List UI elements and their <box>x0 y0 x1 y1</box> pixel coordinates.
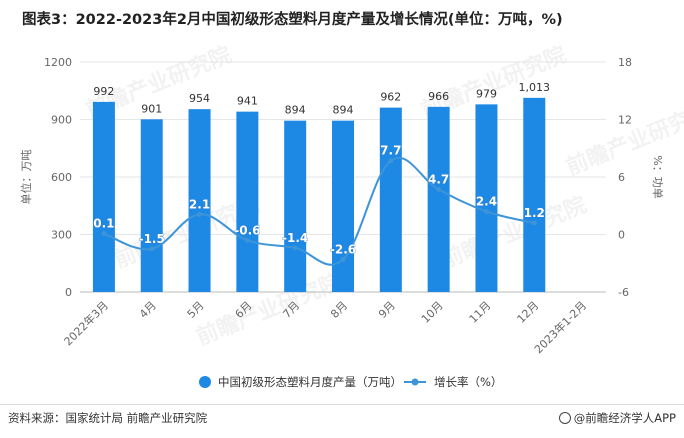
growth-rate-label: 2.1 <box>189 197 210 211</box>
x-tick-label: 5月 <box>185 299 207 321</box>
growth-rate-point <box>292 245 298 251</box>
bar-value-label: 941 <box>237 95 258 108</box>
source-note: 资料来源：国家统计局 前瞻产业研究院 <box>8 411 208 425</box>
y2-tick-label: 18 <box>618 56 632 69</box>
growth-rate-label: -2.6 <box>330 242 356 256</box>
growth-rate-label: 7.7 <box>380 144 401 158</box>
growth-rate-label: -1.5 <box>139 232 165 246</box>
growth-rate-point <box>340 256 346 262</box>
y-tick-label: 1200 <box>44 56 72 69</box>
x-tick-label: 12月 <box>515 299 542 326</box>
growth-rate-point <box>149 246 155 252</box>
legend-line-marker <box>411 378 419 386</box>
bar-value-label: 894 <box>333 104 354 117</box>
legend-bar-label: 中国初级形态塑料月度产量（万吨） <box>218 375 402 389</box>
x-tick-label: 4月 <box>137 299 159 321</box>
x-tick-label: 8月 <box>328 299 350 321</box>
y2-axis-title: %：功单 <box>651 155 664 198</box>
growth-rate-line <box>103 157 535 266</box>
bar <box>284 120 307 293</box>
bar-value-label: 962 <box>380 91 401 104</box>
chart-title: 图表3：2022-2023年2月中国初级形态塑料月度产量及增长情况(单位：万吨，… <box>22 12 563 28</box>
y2-tick-label: 6 <box>618 171 625 184</box>
bar <box>332 120 354 293</box>
x-tick-label: 9月 <box>376 299 398 321</box>
growth-rate-point <box>531 220 537 226</box>
x-tick-label: 2022年3月 <box>61 298 111 348</box>
y2-tick-label: 12 <box>618 114 632 127</box>
bar <box>475 104 498 292</box>
bar <box>188 109 211 293</box>
y-tick-label: 600 <box>51 171 72 184</box>
y2-tick-label: 0 <box>618 229 625 242</box>
bar-value-label: 901 <box>141 102 162 115</box>
growth-rate-point <box>483 209 489 214</box>
brand-credit: @前瞻经济学人APP <box>558 410 676 426</box>
bar <box>236 111 259 293</box>
bar <box>379 107 402 292</box>
bar-value-label: 966 <box>428 90 449 103</box>
watermark-text: 前瞻产业研究院 <box>193 269 346 351</box>
bar-value-label: 894 <box>285 104 306 117</box>
growth-rate-label: 2.4 <box>476 195 497 209</box>
growth-rate-label: -0.6 <box>234 223 260 237</box>
bar-value-label: 954 <box>189 92 210 105</box>
y-tick-label: 300 <box>51 229 72 242</box>
growth-rate-point <box>197 211 203 217</box>
y-tick-label: 0 <box>65 286 72 299</box>
bar <box>140 119 163 292</box>
legend-bar-swatch <box>199 376 211 388</box>
bar <box>523 97 546 292</box>
brand-credit-text: @前瞻经济学人APP <box>573 411 676 425</box>
watermark-text: 前瞻产业研究院 <box>563 99 684 181</box>
growth-rate-point <box>436 186 442 192</box>
x-tick-label: 11月 <box>467 299 494 326</box>
bar <box>92 101 115 292</box>
growth-rate-label: 1.2 <box>524 206 545 220</box>
bar <box>427 106 450 292</box>
growth-rate-label: -1.4 <box>282 231 308 245</box>
y-axis-title: 单位：万吨 <box>19 150 33 205</box>
growth-rate-label: 0.1 <box>93 217 114 231</box>
legend-line-label: 增长率（%） <box>434 375 502 389</box>
watermark-text: 前瞻产业研究院 <box>438 192 591 274</box>
bar-value-label: 992 <box>93 85 114 98</box>
footer-divider <box>0 404 684 405</box>
growth-rate-point <box>244 237 250 243</box>
y2-tick-label: -6 <box>618 286 629 299</box>
growth-rate-point <box>388 158 394 164</box>
y-tick-label: 900 <box>51 114 72 127</box>
growth-rate-point <box>101 231 107 237</box>
bar-value-label: 1,013 <box>519 81 551 94</box>
bar-value-label: 979 <box>476 87 497 100</box>
brand-logo-icon <box>558 412 571 424</box>
growth-rate-label: 4.7 <box>428 172 449 186</box>
x-tick-label: 10月 <box>419 299 446 326</box>
